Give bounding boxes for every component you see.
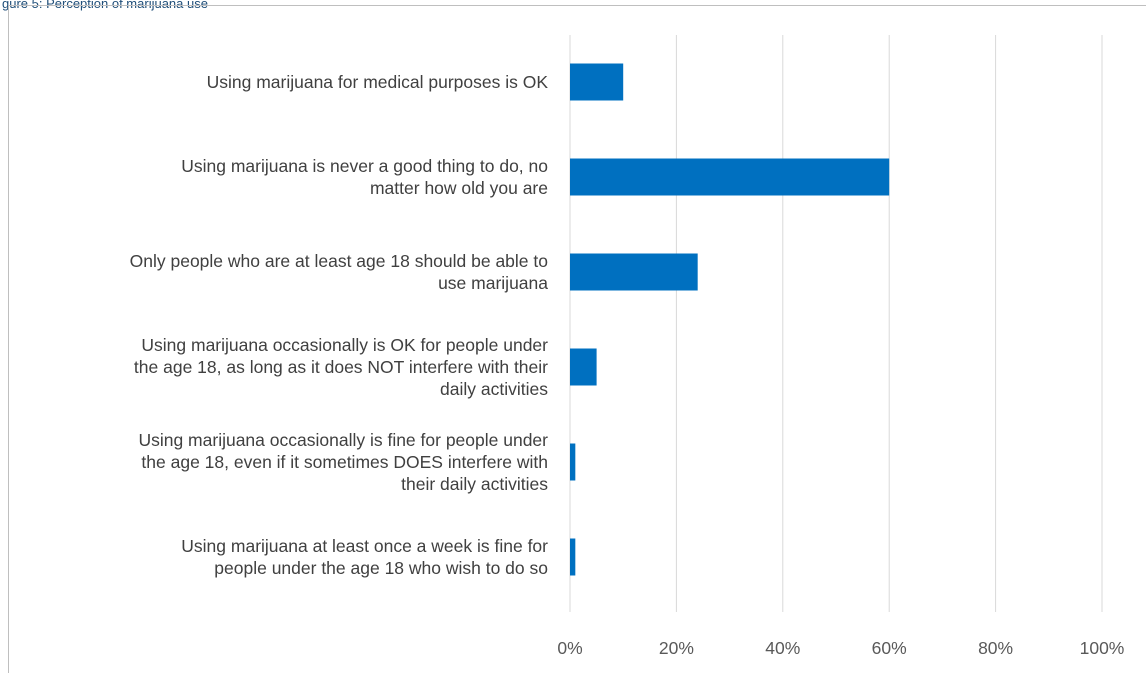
category-label: Using marijuana occasionally is OK for p… [141, 335, 548, 355]
bar [570, 63, 624, 101]
category-label: people under the age 18 who wish to do s… [214, 558, 548, 578]
category-label: the age 18, as long as it does NOT inter… [134, 357, 548, 377]
category-label: Using marijuana is never a good thing to… [181, 156, 548, 176]
bar [570, 348, 597, 386]
category-label: the age 18, even if it sometimes DOES in… [141, 452, 548, 472]
x-tick-label: 20% [659, 638, 694, 658]
bar [570, 443, 576, 481]
x-tick-label: 0% [557, 638, 582, 658]
x-tick-label: 60% [872, 638, 907, 658]
chart-frame [8, 5, 1146, 673]
category-label: Using marijuana at least once a week is … [181, 536, 548, 556]
category-label: their daily activities [401, 474, 548, 494]
bar [570, 538, 576, 576]
category-label: Using marijuana occasionally is fine for… [138, 430, 548, 450]
category-label: Only people who are at least age 18 shou… [130, 251, 548, 271]
category-label: daily activities [440, 379, 548, 399]
x-tick-label: 40% [765, 638, 800, 658]
category-label: Using marijuana for medical purposes is … [207, 72, 549, 92]
x-tick-label: 80% [978, 638, 1013, 658]
bar [570, 158, 890, 196]
category-label: use marijuana [438, 273, 548, 293]
bar [570, 253, 698, 291]
category-label: matter how old you are [370, 178, 548, 198]
x-tick-label: 100% [1080, 638, 1125, 658]
